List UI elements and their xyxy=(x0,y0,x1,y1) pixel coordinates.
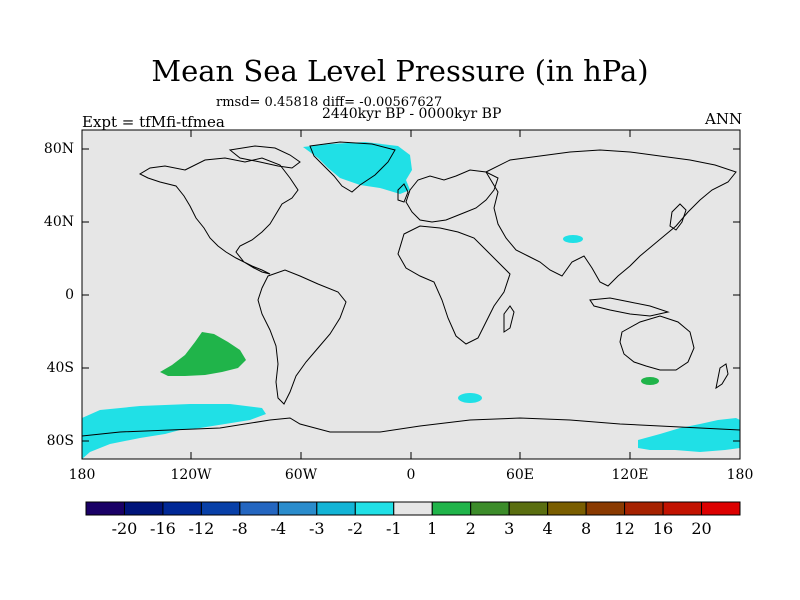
coast-greenland xyxy=(309,141,396,193)
coast-uk xyxy=(397,183,409,203)
colorbar-label: 3 xyxy=(504,519,515,538)
colorbar-swatch xyxy=(162,501,202,516)
colorbar-swatch xyxy=(431,501,472,516)
x-label-0: 0 xyxy=(406,467,416,483)
colorbar-swatch xyxy=(585,501,626,516)
colorbar-label: 2 xyxy=(465,519,476,538)
colorbar-label: 1 xyxy=(427,519,438,538)
coast-japan xyxy=(669,203,687,231)
colorbar-swatch xyxy=(624,501,664,516)
colorbar-label: 12 xyxy=(614,519,635,538)
coast-africa xyxy=(397,225,511,345)
colorbar-swatch xyxy=(701,501,741,516)
coast-south-america xyxy=(257,269,347,405)
coast-new-zealand xyxy=(715,363,729,390)
antarctic-cyan-anomaly-east xyxy=(638,418,740,452)
colorbar-label: -3 xyxy=(309,519,325,538)
plot-title: Mean Sea Level Pressure (in hPa) xyxy=(151,54,649,88)
indian-ocean-cyan-anomaly xyxy=(563,235,583,243)
coast-madagascar xyxy=(503,305,515,333)
y-label-80s: 80S xyxy=(46,433,74,449)
season-label: ANN xyxy=(705,110,743,128)
colorbar-swatch xyxy=(239,501,279,516)
x-label-60e: 60E xyxy=(505,467,535,483)
coast-asia xyxy=(485,149,737,287)
coast-australia xyxy=(619,315,695,371)
colorbar-label: -4 xyxy=(270,519,287,538)
y-label-0: 0 xyxy=(65,287,74,303)
colorbar-swatch xyxy=(547,501,587,516)
colorbar-label: -12 xyxy=(188,519,215,538)
colorbar-swatch xyxy=(277,501,318,516)
colorbar-label: -20 xyxy=(111,519,138,538)
coast-north-america xyxy=(138,157,299,275)
colorbar-swatch xyxy=(662,501,703,516)
coast-europe xyxy=(405,169,499,223)
colorbar-swatch xyxy=(354,501,395,516)
y-label-40s: 40S xyxy=(46,360,74,376)
tasman-green-anomaly xyxy=(641,377,659,385)
coastlines xyxy=(81,141,741,437)
anomaly-regions xyxy=(82,142,740,459)
southern-ocean-cyan-anomaly-west xyxy=(82,404,266,459)
x-label-180e: 180 xyxy=(726,467,754,483)
x-label-120w: 120W xyxy=(170,467,212,483)
colorbar-swatch xyxy=(85,501,125,516)
stats-label: rmsd= 0.45818 diff= -0.00567627 xyxy=(216,95,443,110)
period-label: 2440kyr BP - 0000kyr BP xyxy=(322,106,502,122)
x-label-60w: 60W xyxy=(284,467,318,483)
colorbar-label: -8 xyxy=(232,519,248,538)
x-label-120e: 120E xyxy=(611,467,649,483)
x-label-180w: 180 xyxy=(68,467,96,483)
y-label-80n: 80N xyxy=(43,141,74,157)
experiment-label: Expt = tfMfi-tfmea xyxy=(82,113,225,131)
coast-antarctica xyxy=(81,417,741,437)
colorbar-swatch xyxy=(316,501,356,516)
colorbar-label: 20 xyxy=(691,519,712,538)
coast-indonesia xyxy=(589,297,670,317)
colorbar-swatch xyxy=(470,501,510,516)
colorbar-label: 8 xyxy=(581,519,592,538)
colorbar-label: 16 xyxy=(652,519,674,538)
south-pacific-green-anomaly xyxy=(160,332,246,376)
colorbar-label: -1 xyxy=(385,519,402,538)
colorbar-label: -16 xyxy=(150,519,176,538)
colorbar-label: 4 xyxy=(542,519,553,538)
axis-ticks xyxy=(81,130,741,459)
colorbar-swatch xyxy=(200,501,241,516)
coast-arctic-islands xyxy=(228,145,301,169)
south-atlantic-cyan-anomaly xyxy=(458,393,482,403)
y-label-40n: 40N xyxy=(43,214,74,230)
colorbar-swatch xyxy=(123,501,164,516)
colorbar-swatch xyxy=(508,501,549,516)
greenland-cyan-anomaly xyxy=(303,142,412,194)
colorbar-swatch xyxy=(393,501,433,516)
colorbar-label: -2 xyxy=(347,519,364,538)
